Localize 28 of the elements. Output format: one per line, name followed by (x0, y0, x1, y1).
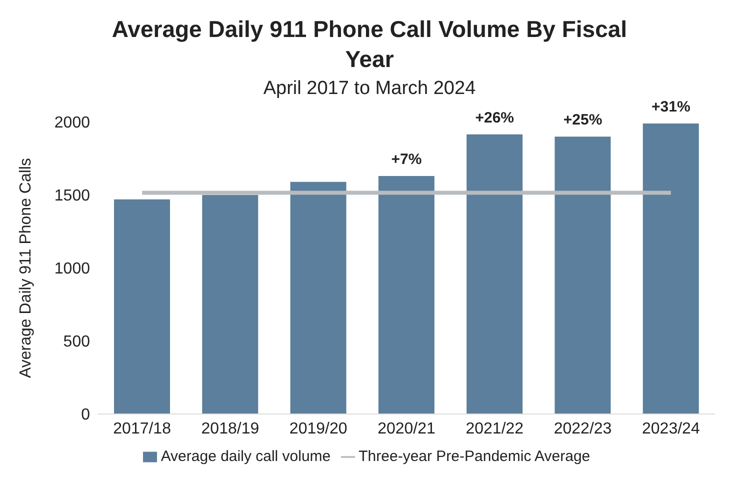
bar (114, 199, 170, 414)
y-axis-title: Average Daily 911 Phone Calls (18, 158, 35, 378)
x-tick-label: 2019/20 (289, 420, 348, 438)
annotation: +31% (652, 98, 690, 116)
y-tick-label: 0 (81, 406, 90, 424)
x-tick-label: 2021/22 (466, 420, 524, 438)
bar (202, 195, 258, 414)
x-tick-label: 2023/24 (642, 420, 700, 438)
bar (466, 134, 523, 414)
annotation: +7% (391, 151, 422, 168)
y-tick-label: 500 (63, 334, 90, 351)
x-tick-label: 2022/23 (554, 420, 612, 438)
x-tick-label: 2020/21 (378, 420, 436, 438)
bar (642, 123, 699, 414)
x-tick-label: 2017/18 (113, 420, 172, 438)
annotation: +25% (563, 112, 602, 129)
bar (378, 176, 434, 414)
bar (554, 136, 611, 414)
y-tick-label: 1500 (54, 188, 90, 205)
x-tick-label: 2018/19 (201, 420, 260, 438)
y-tick-label: 1000 (54, 260, 90, 278)
chart-title: Average Daily 911 Phone Call Volume By Fiscal Year (110, 15, 628, 74)
chart-subtitle: April 2017 to March 2024 (262, 78, 477, 100)
bar (290, 182, 346, 414)
annotation: +26% (475, 109, 514, 126)
legend-label: Average daily call volume (160, 448, 331, 465)
y-tick-label: 2000 (54, 114, 90, 132)
legend-label: Three-year Pre-Pandemic Average (358, 448, 590, 465)
